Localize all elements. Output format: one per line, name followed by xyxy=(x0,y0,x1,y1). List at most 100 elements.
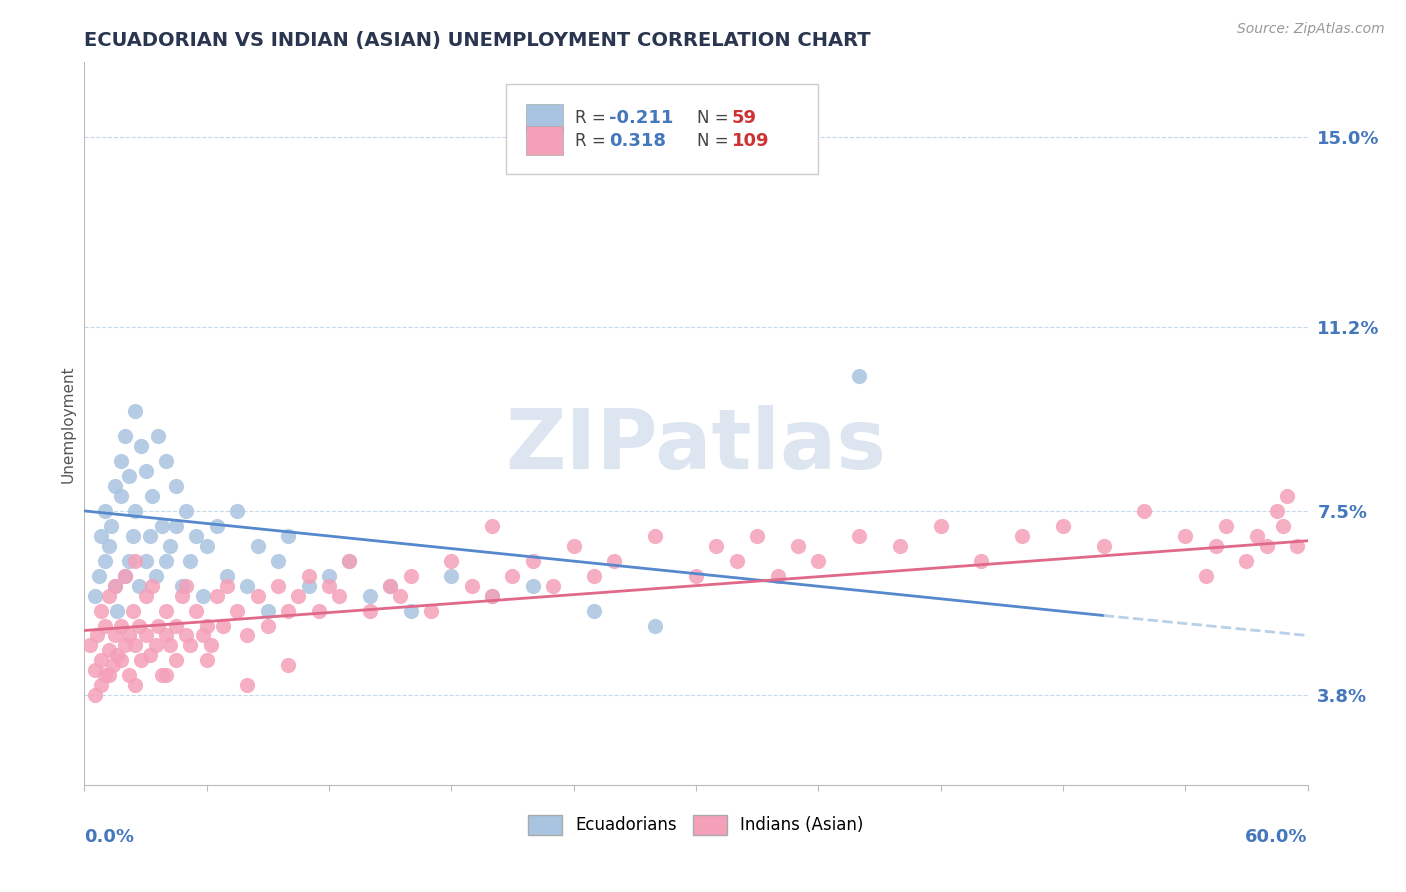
Point xyxy=(318,568,340,582)
Point xyxy=(118,668,141,682)
Point xyxy=(83,688,105,702)
Text: ECUADORIAN VS INDIAN (ASIAN) UNEMPLOYMENT CORRELATION CHART: ECUADORIAN VS INDIAN (ASIAN) UNEMPLOYMEN… xyxy=(84,30,870,50)
Point xyxy=(159,539,181,553)
Point xyxy=(93,618,115,632)
Point xyxy=(359,589,381,603)
Point xyxy=(359,603,381,617)
Point xyxy=(110,653,132,667)
Point xyxy=(114,429,136,443)
Point xyxy=(583,568,606,582)
Bar xyxy=(526,126,562,155)
Point xyxy=(787,539,810,553)
Point xyxy=(522,579,544,593)
Point xyxy=(685,568,707,582)
Text: R =: R = xyxy=(575,131,610,150)
Point xyxy=(195,653,218,667)
Point xyxy=(420,603,443,617)
Text: R =: R = xyxy=(575,109,610,127)
Point xyxy=(87,568,110,582)
Point xyxy=(135,589,157,603)
Point xyxy=(150,668,173,682)
Point xyxy=(440,554,463,568)
Point xyxy=(174,504,197,518)
Point xyxy=(1092,539,1115,553)
Point xyxy=(277,529,299,543)
Point xyxy=(83,589,105,603)
Point xyxy=(138,529,160,543)
Point xyxy=(155,603,177,617)
Point xyxy=(122,529,145,543)
Point xyxy=(807,554,830,568)
Point xyxy=(114,568,136,582)
Point xyxy=(236,579,259,593)
Point xyxy=(195,618,218,632)
Point xyxy=(481,589,503,603)
Text: N =: N = xyxy=(697,109,734,127)
Point xyxy=(172,589,194,603)
Point xyxy=(603,554,626,568)
Point xyxy=(165,479,187,493)
Point xyxy=(848,369,870,384)
FancyBboxPatch shape xyxy=(506,84,818,175)
Point xyxy=(138,648,160,663)
Point xyxy=(124,678,146,692)
Point xyxy=(212,618,235,632)
Point xyxy=(1205,539,1227,553)
Point xyxy=(118,469,141,483)
Point xyxy=(101,658,124,673)
Point xyxy=(174,628,197,642)
Point xyxy=(146,429,169,443)
Point xyxy=(217,568,239,582)
Point xyxy=(145,639,167,653)
Point xyxy=(93,668,115,682)
Point xyxy=(257,603,280,617)
Point xyxy=(110,454,132,468)
Point xyxy=(766,568,789,582)
Point xyxy=(644,618,666,632)
Text: N =: N = xyxy=(697,131,734,150)
Legend: Ecuadorians, Indians (Asian): Ecuadorians, Indians (Asian) xyxy=(522,808,870,842)
Point xyxy=(298,579,321,593)
Point xyxy=(191,589,214,603)
Point xyxy=(399,603,422,617)
Point xyxy=(205,519,228,533)
Point xyxy=(159,639,181,653)
Point xyxy=(205,589,228,603)
Point xyxy=(179,554,201,568)
Point xyxy=(90,603,112,617)
Point xyxy=(277,603,299,617)
Point xyxy=(1256,539,1278,553)
Point xyxy=(747,529,769,543)
Point xyxy=(97,668,120,682)
Point xyxy=(150,519,173,533)
Point xyxy=(118,554,141,568)
Text: 0.318: 0.318 xyxy=(609,131,666,150)
Point xyxy=(195,539,218,553)
Point xyxy=(328,589,350,603)
Point xyxy=(380,579,402,593)
Point xyxy=(929,519,952,533)
Point xyxy=(277,658,299,673)
Point xyxy=(90,653,112,667)
Point xyxy=(1215,519,1237,533)
Point xyxy=(1011,529,1033,543)
Point xyxy=(155,454,177,468)
Point xyxy=(174,579,197,593)
Point xyxy=(246,589,269,603)
Point xyxy=(522,554,544,568)
Point xyxy=(105,648,128,663)
Point xyxy=(128,618,150,632)
Point xyxy=(79,639,101,653)
Point xyxy=(105,603,128,617)
Point xyxy=(461,579,484,593)
Point xyxy=(155,628,177,642)
Point xyxy=(339,554,361,568)
Point xyxy=(562,539,585,553)
Point xyxy=(308,603,330,617)
Point xyxy=(1265,504,1288,518)
Point xyxy=(186,529,208,543)
Point xyxy=(481,589,503,603)
Point xyxy=(122,603,145,617)
Point xyxy=(236,678,259,692)
Point xyxy=(90,678,112,692)
